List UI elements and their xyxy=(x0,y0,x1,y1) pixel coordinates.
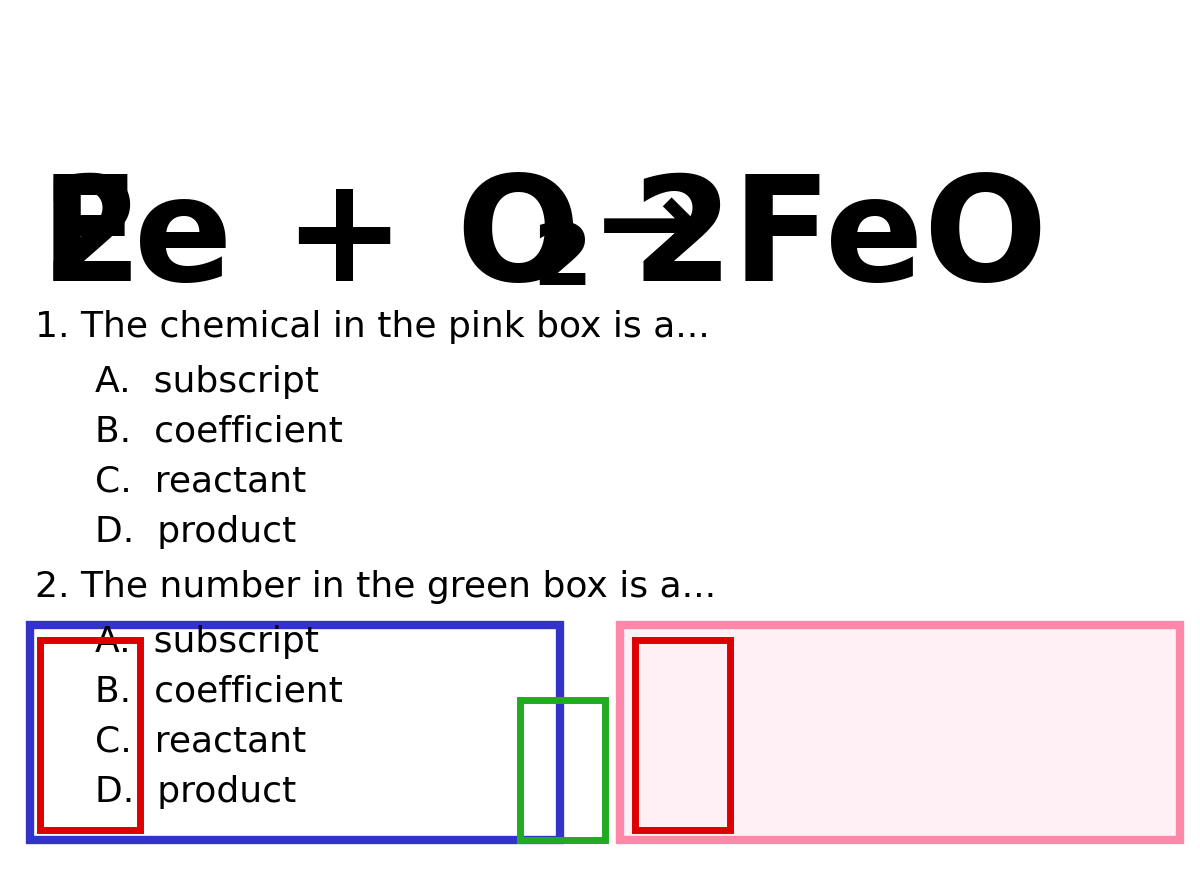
Bar xyxy=(30,625,560,840)
Text: Fe + O: Fe + O xyxy=(40,170,581,311)
Bar xyxy=(40,640,140,830)
Text: A.  subscript: A. subscript xyxy=(95,365,319,399)
Bar xyxy=(635,640,730,830)
Text: 1. The chemical in the pink box is a...: 1. The chemical in the pink box is a... xyxy=(35,310,709,344)
Text: 2: 2 xyxy=(41,170,143,311)
Text: 2. The number in the green box is a...: 2. The number in the green box is a... xyxy=(35,570,716,604)
Text: B.  coefficient: B. coefficient xyxy=(95,415,343,449)
Text: C.  reactant: C. reactant xyxy=(95,725,306,759)
Text: 2: 2 xyxy=(532,220,592,303)
Text: A.  subscript: A. subscript xyxy=(95,625,319,659)
Text: →: → xyxy=(598,170,702,291)
Bar xyxy=(620,625,1180,840)
Text: 2: 2 xyxy=(631,170,733,311)
Text: C.  reactant: C. reactant xyxy=(95,465,306,499)
Text: FeO: FeO xyxy=(732,170,1049,311)
Text: D.  product: D. product xyxy=(95,515,296,549)
Text: D.  product: D. product xyxy=(95,775,296,809)
Bar xyxy=(520,700,605,840)
Text: B.  coefficient: B. coefficient xyxy=(95,675,343,709)
